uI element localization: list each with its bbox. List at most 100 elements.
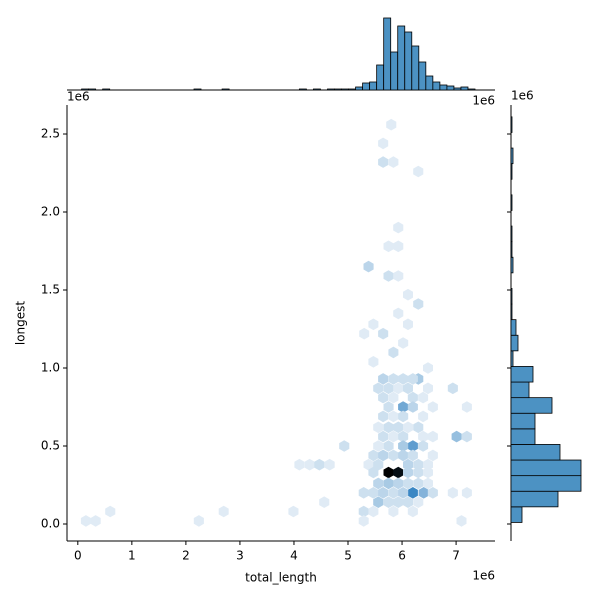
- top-hist-bar: [327, 88, 335, 91]
- x-tick-label: 0: [74, 549, 82, 563]
- hexbin: [388, 430, 399, 443]
- hexbin: [447, 382, 458, 395]
- top-offset: 1e6: [472, 94, 495, 108]
- y-tick-label: 1.5: [41, 283, 60, 297]
- hexbin: [378, 373, 389, 385]
- hexbin: [398, 449, 409, 462]
- hexbin: [105, 505, 116, 518]
- hexbin: [363, 458, 374, 471]
- hexbin: [319, 496, 330, 508]
- hexbin: [418, 487, 429, 499]
- hexbin: [427, 487, 438, 499]
- hexbin: [413, 466, 424, 479]
- top-hist-bar: [88, 88, 97, 91]
- top-hist-bar: [334, 88, 342, 91]
- hexbin: [393, 466, 404, 479]
- right-hist-bar: [510, 350, 514, 367]
- hexbin: [393, 221, 404, 234]
- top-hist-bar: [221, 88, 230, 91]
- hexbin: [423, 466, 433, 479]
- right-hist-bar: [510, 194, 513, 211]
- y-tick-label: 2.5: [41, 127, 60, 141]
- hexbin: [373, 458, 384, 471]
- top-hist-bar: [81, 88, 90, 91]
- hexbin: [383, 240, 394, 253]
- hexbin: [368, 466, 379, 479]
- x-tick-label: 2: [182, 549, 190, 563]
- hexbin: [378, 430, 389, 443]
- hexbin: [447, 487, 458, 499]
- hexbin: [403, 466, 413, 479]
- hexbin: [90, 515, 101, 527]
- hexbin: [193, 515, 204, 527]
- right-hist-bar: [510, 444, 561, 461]
- hexbin: [413, 298, 424, 310]
- hexbin: [398, 440, 409, 452]
- hexbin: [358, 505, 369, 518]
- hexbin: [398, 487, 409, 499]
- hexbin: [218, 505, 229, 518]
- right-hist-bar: [510, 116, 513, 133]
- right-hist-bar: [510, 303, 513, 321]
- hexbin: [373, 421, 384, 434]
- hexbin: [294, 458, 305, 471]
- hexbin: [363, 260, 374, 273]
- hexbin: [393, 307, 404, 320]
- hexbin: [423, 382, 433, 395]
- hexbin: [383, 466, 394, 479]
- hexbin: [407, 373, 418, 385]
- hexbin: [388, 156, 399, 168]
- hexbin: [386, 118, 397, 131]
- x-tick-label: 5: [344, 549, 352, 563]
- hexbin: [383, 382, 394, 395]
- hexbin: [368, 318, 379, 331]
- hexbin: [403, 421, 413, 434]
- hexbin: [388, 449, 399, 462]
- top-hist-bar: [411, 45, 420, 91]
- right-hist-bar: [510, 475, 582, 492]
- hexbin: [393, 240, 404, 253]
- hexbin: [413, 477, 424, 490]
- y-tick-label: 1.0: [41, 361, 60, 375]
- y-axis-label: longest: [14, 301, 28, 346]
- hexbin: [373, 477, 384, 490]
- top-hist-bar: [418, 61, 427, 91]
- hexbin: [288, 505, 299, 518]
- hexbin: [80, 515, 91, 527]
- hexbin: [378, 391, 389, 404]
- hexbin: [368, 487, 379, 499]
- x-tick-label: 6: [398, 549, 406, 563]
- hexbin: [427, 449, 438, 462]
- top-hist-bar: [460, 86, 469, 91]
- hexbin: [393, 477, 404, 490]
- x-offset: 1e6: [472, 569, 495, 583]
- right-hist-bar: [510, 163, 513, 180]
- hexbin: [383, 477, 394, 490]
- hexbin: [413, 458, 424, 471]
- right-hist-bar: [510, 490, 559, 508]
- hexbin: [418, 410, 429, 423]
- right-hist-bar: [510, 288, 513, 305]
- right-hist-bar: [510, 459, 582, 477]
- hexbin: [373, 496, 384, 508]
- right-hist-bar: [510, 225, 513, 243]
- hexbin: [398, 401, 409, 413]
- hexbin: [373, 382, 384, 395]
- right-hist-bar: [510, 506, 523, 523]
- hexbin: [378, 327, 389, 340]
- hexbin: [383, 440, 394, 452]
- hexbin: [339, 440, 350, 452]
- top-hist-bar: [439, 84, 448, 91]
- hexbin: [407, 401, 418, 413]
- hexbin: [393, 496, 404, 508]
- hexbin: [383, 270, 394, 282]
- hexbin: [427, 430, 438, 443]
- hexbin: [407, 440, 418, 452]
- right-hist-bar: [510, 241, 513, 258]
- x-tick-label: 4: [290, 549, 298, 563]
- hexbin: [403, 477, 413, 490]
- hexbin: [368, 505, 379, 518]
- top-hist-bar: [390, 51, 399, 91]
- hexbin: [358, 487, 369, 499]
- right-hist-bar: [510, 366, 534, 383]
